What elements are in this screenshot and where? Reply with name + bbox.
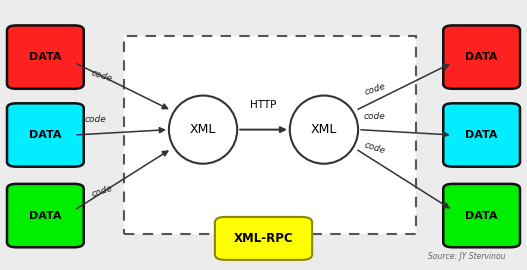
- FancyBboxPatch shape: [7, 103, 84, 167]
- FancyBboxPatch shape: [124, 36, 416, 234]
- FancyBboxPatch shape: [443, 25, 520, 89]
- Text: Source: JY Stervinou: Source: JY Stervinou: [428, 252, 505, 261]
- Text: DATA: DATA: [465, 130, 498, 140]
- Text: DATA: DATA: [465, 211, 498, 221]
- Text: DATA: DATA: [29, 211, 62, 221]
- Ellipse shape: [169, 96, 237, 164]
- Text: code: code: [85, 114, 106, 124]
- Text: HTTP: HTTP: [250, 100, 277, 110]
- Text: code: code: [363, 82, 387, 97]
- Text: XML-RPC: XML-RPC: [233, 232, 294, 245]
- FancyBboxPatch shape: [7, 25, 84, 89]
- Text: code: code: [363, 140, 387, 156]
- FancyBboxPatch shape: [7, 184, 84, 247]
- FancyBboxPatch shape: [215, 217, 312, 260]
- Text: XML: XML: [190, 123, 216, 136]
- Text: code: code: [363, 112, 385, 121]
- Text: DATA: DATA: [29, 130, 62, 140]
- Text: DATA: DATA: [29, 52, 62, 62]
- Text: code: code: [90, 184, 113, 199]
- Text: XML: XML: [311, 123, 337, 136]
- FancyBboxPatch shape: [443, 184, 520, 247]
- Ellipse shape: [290, 96, 358, 164]
- Text: code: code: [90, 68, 113, 83]
- Text: DATA: DATA: [465, 52, 498, 62]
- FancyBboxPatch shape: [443, 103, 520, 167]
